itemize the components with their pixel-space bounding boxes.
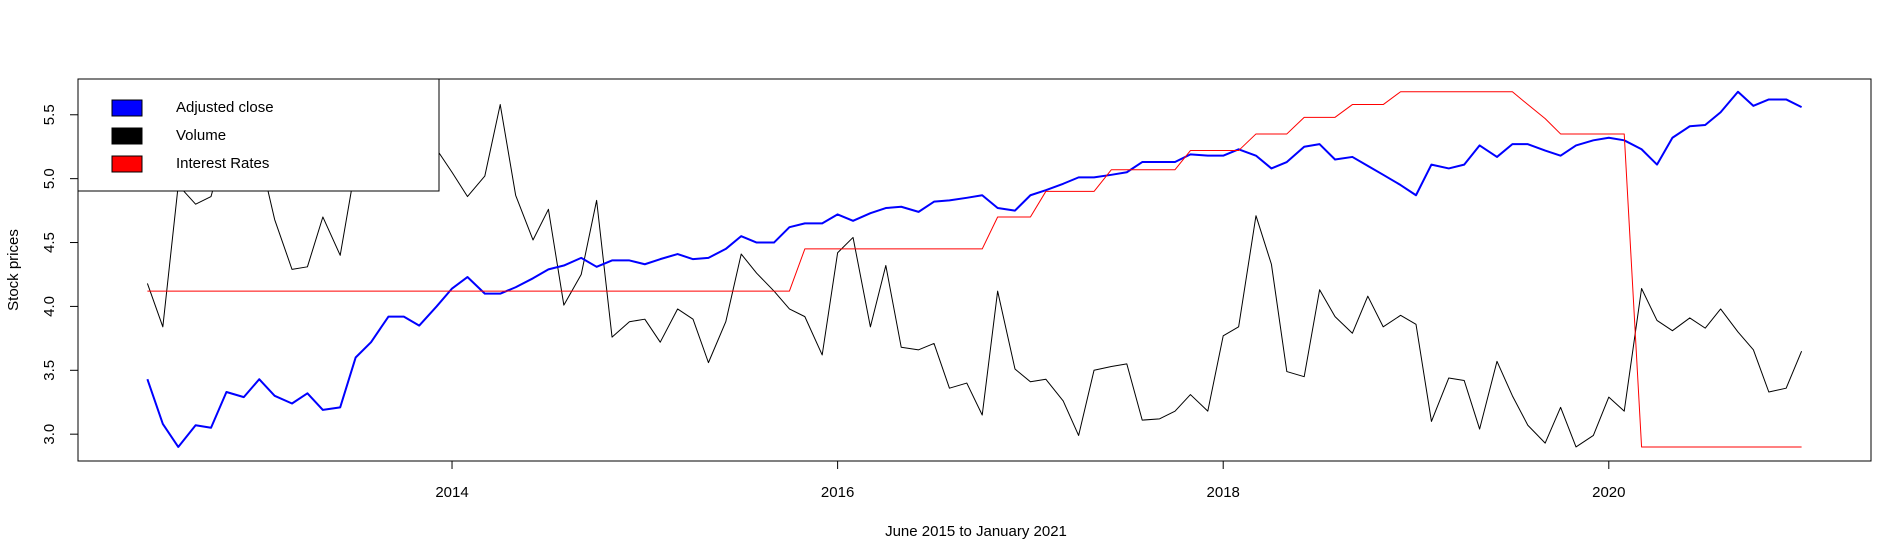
legend-swatch bbox=[111, 99, 143, 117]
legend-label: Interest Rates bbox=[176, 155, 269, 172]
data-line bbox=[146, 90, 1803, 448]
y-tick-label: 4.5 bbox=[41, 232, 58, 253]
data-line bbox=[147, 91, 1802, 448]
x-tick-label: 2016 bbox=[821, 484, 854, 501]
x-axis-label: June 2015 to January 2021 bbox=[885, 523, 1067, 540]
y-axis-label: Stock prices bbox=[5, 229, 22, 311]
plot-frame bbox=[77, 78, 1872, 462]
x-tick-label: 2018 bbox=[1207, 484, 1240, 501]
legend: Adjusted close Volume Interest Rates bbox=[77, 78, 440, 192]
y-tick-label: 3.0 bbox=[41, 424, 58, 445]
y-tick-label: 5.0 bbox=[41, 168, 58, 189]
legend-swatch bbox=[111, 155, 143, 173]
legend-swatch bbox=[111, 127, 143, 145]
y-tick-label: 3.5 bbox=[41, 360, 58, 381]
x-tick-label: 2014 bbox=[435, 484, 468, 501]
legend-label: Adjusted close bbox=[176, 99, 274, 116]
y-tick-label: 5.5 bbox=[41, 104, 58, 125]
y-tick-label: 4.0 bbox=[41, 296, 58, 317]
legend-label: Volume bbox=[176, 127, 226, 144]
x-tick-label: 2020 bbox=[1592, 484, 1625, 501]
